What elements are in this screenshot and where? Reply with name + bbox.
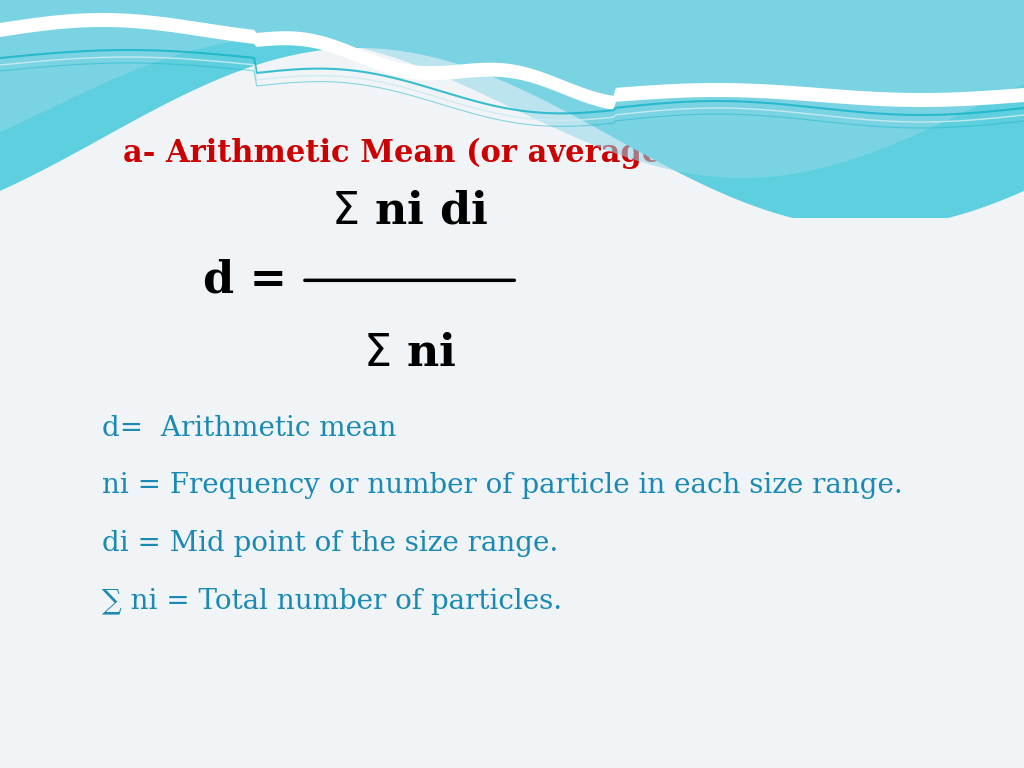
Polygon shape	[0, 13, 1024, 110]
Text: di = Mid point of the size range.: di = Mid point of the size range.	[102, 530, 559, 557]
Polygon shape	[0, 0, 1024, 178]
Text: ni = Frequency or number of particle in each size range.: ni = Frequency or number of particle in …	[102, 472, 903, 499]
Text: ∑ ni = Total number of particles.: ∑ ni = Total number of particles.	[102, 588, 562, 614]
Text: $\Sigma$ ni: $\Sigma$ ni	[362, 332, 457, 375]
Polygon shape	[0, 0, 1024, 218]
Text: d =: d =	[203, 259, 287, 302]
Text: d=  Arithmetic mean: d= Arithmetic mean	[102, 415, 396, 442]
Text: $\Sigma$ ni di: $\Sigma$ ni di	[331, 190, 488, 233]
Text: a- Arithmetic Mean (or average particle size): a- Arithmetic Mean (or average particle …	[123, 138, 895, 170]
